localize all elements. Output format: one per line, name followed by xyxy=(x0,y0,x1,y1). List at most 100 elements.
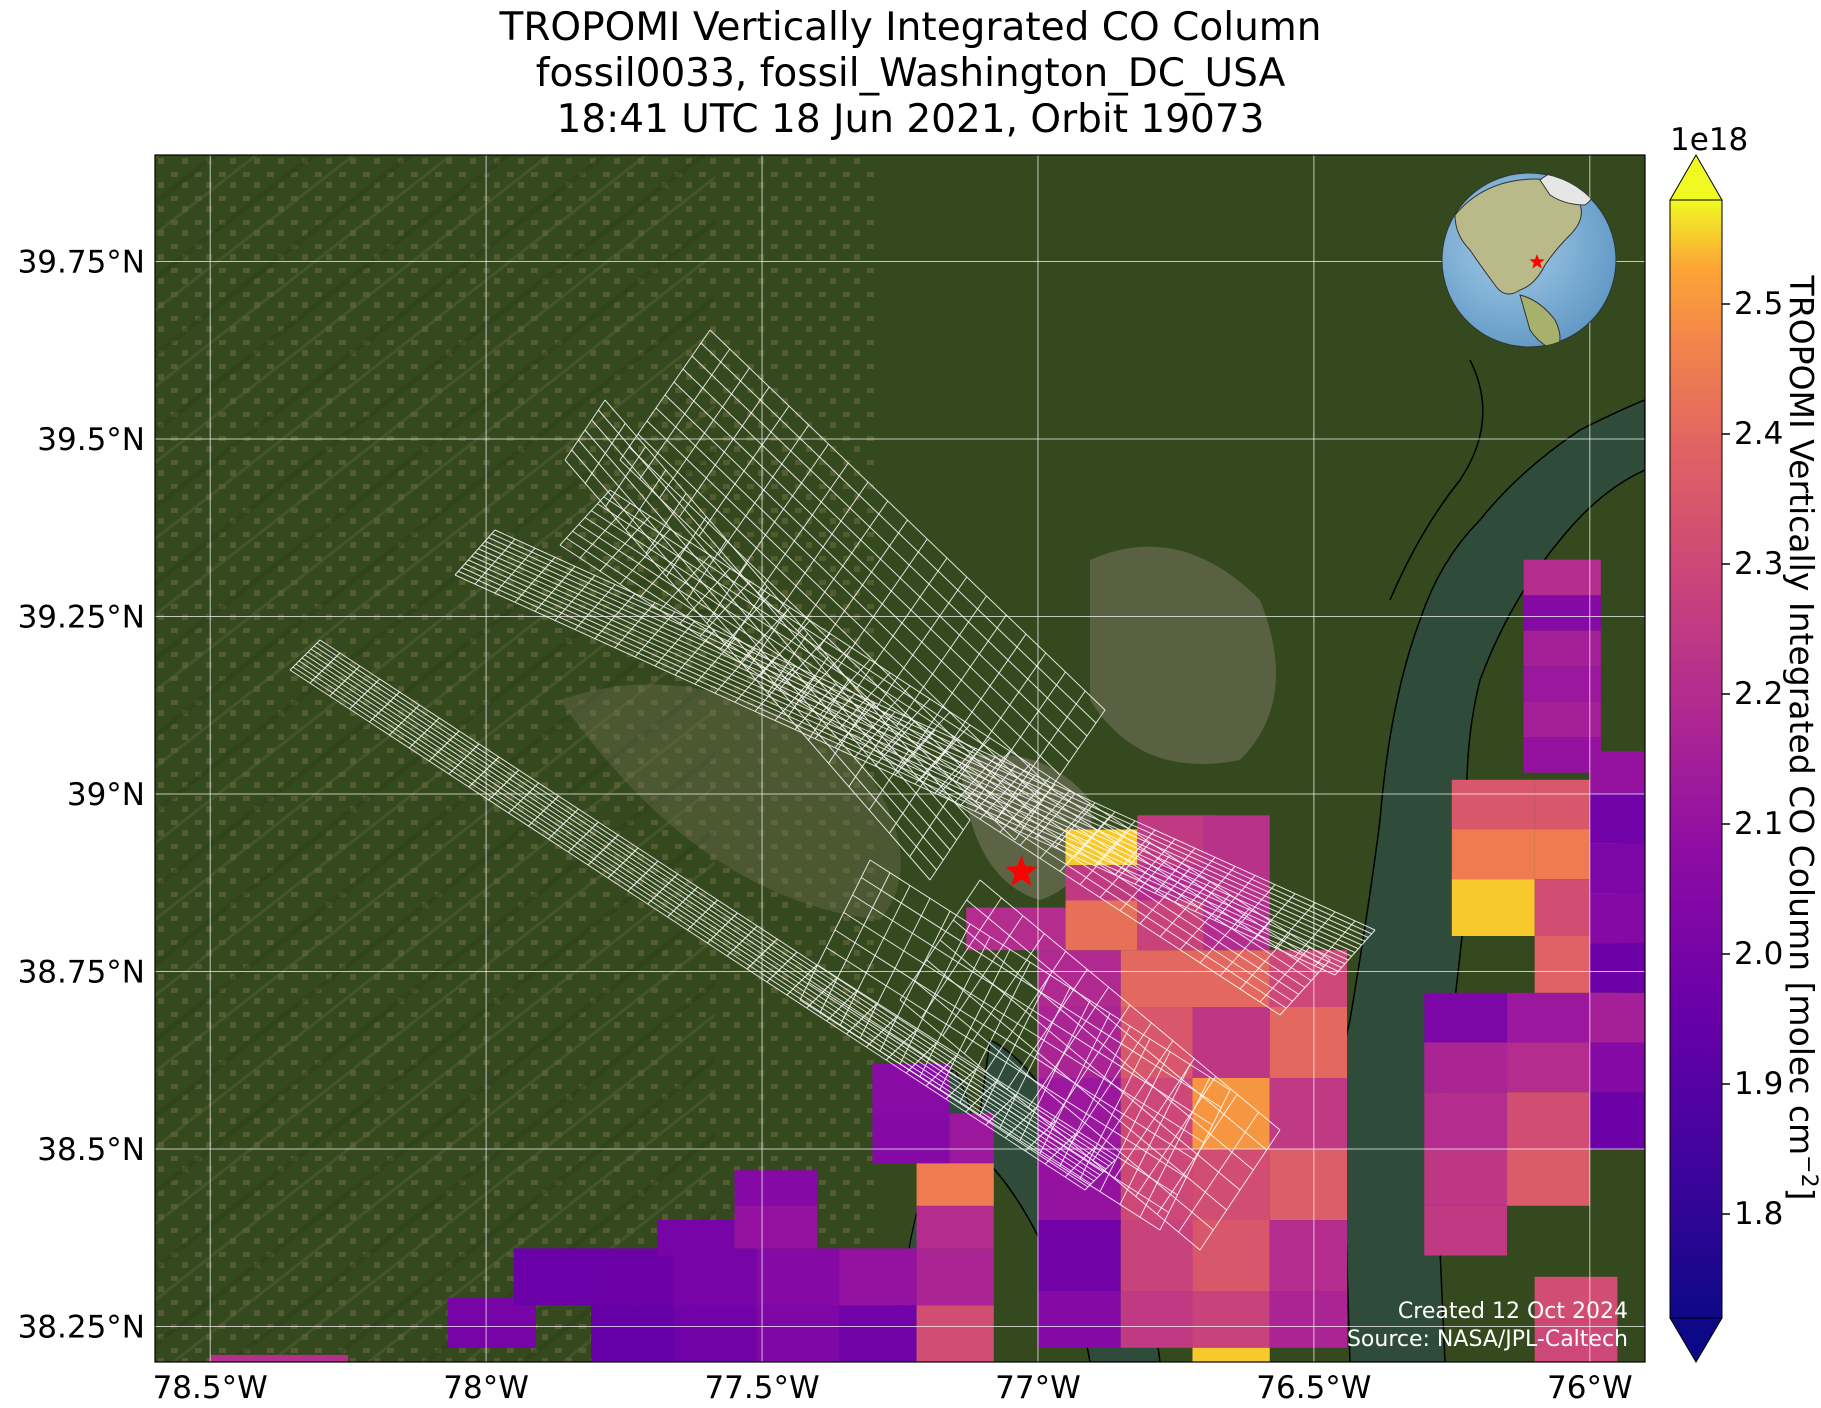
colorbar-tick-label: 1.9 xyxy=(1734,1066,1783,1102)
mesh-line xyxy=(1199,907,1251,964)
mesh-line xyxy=(1199,1129,1281,1251)
lat-tick-label: 39.75°N xyxy=(18,245,145,281)
mesh-line xyxy=(799,859,871,1001)
mesh-line xyxy=(309,652,341,684)
lat-tick-label: 38.75°N xyxy=(18,955,145,991)
mesh-line xyxy=(714,647,756,694)
mesh-line xyxy=(607,847,639,879)
mesh-line xyxy=(1134,838,1176,885)
co-pixel xyxy=(1269,1078,1347,1149)
mesh-line xyxy=(934,747,976,794)
mesh-line xyxy=(1174,856,1216,903)
mesh-line xyxy=(1219,920,1271,977)
urban-area-northern-virginia xyxy=(560,684,901,920)
mesh-line xyxy=(1194,866,1236,912)
mesh-line xyxy=(1294,911,1336,958)
colorbar-ticks: 1.8 1.9 2.0 2.1 2.2 2.3 2.4 2.5 xyxy=(1722,286,1783,1232)
mesh-line xyxy=(759,620,811,676)
mesh-line xyxy=(1135,1076,1217,1197)
mesh-line xyxy=(979,763,1031,820)
colorbar-tick-label: 2.3 xyxy=(1734,546,1783,582)
mesh-line xyxy=(1054,802,1096,849)
mesh-line xyxy=(667,886,698,918)
mesh-line xyxy=(488,769,520,801)
mesh-line xyxy=(889,773,930,834)
mesh-line xyxy=(1314,920,1356,967)
mesh-line xyxy=(1159,1089,1231,1231)
mesh-line xyxy=(548,808,579,840)
mesh-line xyxy=(925,1055,957,1087)
footprint-mesh xyxy=(289,329,1376,1251)
mesh-line xyxy=(468,756,500,788)
mesh-line xyxy=(1019,789,1071,846)
co-pixel xyxy=(839,1305,917,1362)
co-pixel xyxy=(1192,950,1270,1007)
mesh-line xyxy=(1154,847,1196,894)
chesapeake-bay xyxy=(1337,399,1645,1362)
co-pixel xyxy=(1203,815,1270,865)
colorbar-label: TROPOMI Vertically Integrated CO Column … xyxy=(1782,275,1821,1201)
mesh-line xyxy=(1159,881,1211,938)
mesh-line xyxy=(965,1081,997,1113)
lon-tick-label: 77°W xyxy=(995,1370,1081,1406)
mesh-line xyxy=(929,819,971,881)
mesh-line xyxy=(799,646,851,703)
co-pixel xyxy=(673,1305,757,1362)
co-pixel xyxy=(1424,1042,1508,1093)
co-pixel xyxy=(1424,1149,1508,1206)
mesh-line xyxy=(619,528,671,585)
co-pixel xyxy=(1065,865,1138,901)
mesh-line xyxy=(738,443,829,575)
mesh-line xyxy=(797,500,889,632)
mesh-line xyxy=(1074,811,1116,858)
south-america-shape xyxy=(1519,294,1561,347)
co-pixel xyxy=(1424,1205,1508,1256)
co-pixel xyxy=(916,1305,994,1362)
lat-tick-label: 38.5°N xyxy=(37,1132,145,1168)
mesh-line xyxy=(834,702,876,749)
mesh-line xyxy=(939,737,991,794)
mesh-line xyxy=(1006,969,1088,1090)
co-pixel xyxy=(1424,1092,1508,1149)
mesh-line xyxy=(915,614,1007,746)
mesh-line xyxy=(819,659,871,716)
colorbar-tick-label: 2.1 xyxy=(1734,806,1783,842)
mesh-line xyxy=(817,519,908,651)
mesh-line xyxy=(959,961,1031,1103)
colorbar-multiplier: 1e18 xyxy=(1670,122,1748,158)
lat-tick-label: 39°N xyxy=(67,777,145,813)
mesh-line xyxy=(599,515,651,572)
mesh-line xyxy=(1034,793,1076,839)
mesh-line xyxy=(698,405,790,537)
mesh-line xyxy=(1139,1076,1211,1218)
co-pixel xyxy=(1269,1149,1347,1220)
co-pixel xyxy=(1065,900,1138,951)
mesh-line xyxy=(494,547,536,594)
co-pixel xyxy=(1589,1042,1645,1093)
mesh-line xyxy=(854,711,896,758)
mesh-line xyxy=(564,399,606,461)
map-panel: Created 12 Oct 2024 Source: NASA/JPL-Cal… xyxy=(155,155,1645,1362)
mesh-line xyxy=(839,672,891,729)
source-credit: Source: NASA/JPL-Caltech xyxy=(1347,1327,1628,1352)
mesh-line xyxy=(584,423,626,484)
co-pixel xyxy=(1192,1291,1270,1348)
colorbar-tick-label: 2.2 xyxy=(1734,676,1783,712)
mesh-line xyxy=(665,516,707,577)
mesh-line xyxy=(619,329,711,461)
mesh-line xyxy=(945,1068,977,1100)
mesh-line xyxy=(942,915,1024,1036)
lat-tick-label: 39.25°N xyxy=(18,600,145,636)
graticule xyxy=(155,155,1645,1362)
co-pixel xyxy=(673,1248,757,1306)
colorbar-tick-label: 2.5 xyxy=(1734,286,1783,322)
mesh-line xyxy=(718,424,810,556)
mesh-line xyxy=(329,665,361,697)
mesh-line xyxy=(846,1003,877,1035)
co-pixel xyxy=(1589,1092,1645,1149)
mesh-line xyxy=(707,912,738,944)
mesh-line xyxy=(1234,884,1276,930)
lat-tick-label: 38.25°N xyxy=(18,1310,145,1346)
site-star-icon xyxy=(1005,855,1038,886)
co-pixel xyxy=(1534,1276,1618,1320)
